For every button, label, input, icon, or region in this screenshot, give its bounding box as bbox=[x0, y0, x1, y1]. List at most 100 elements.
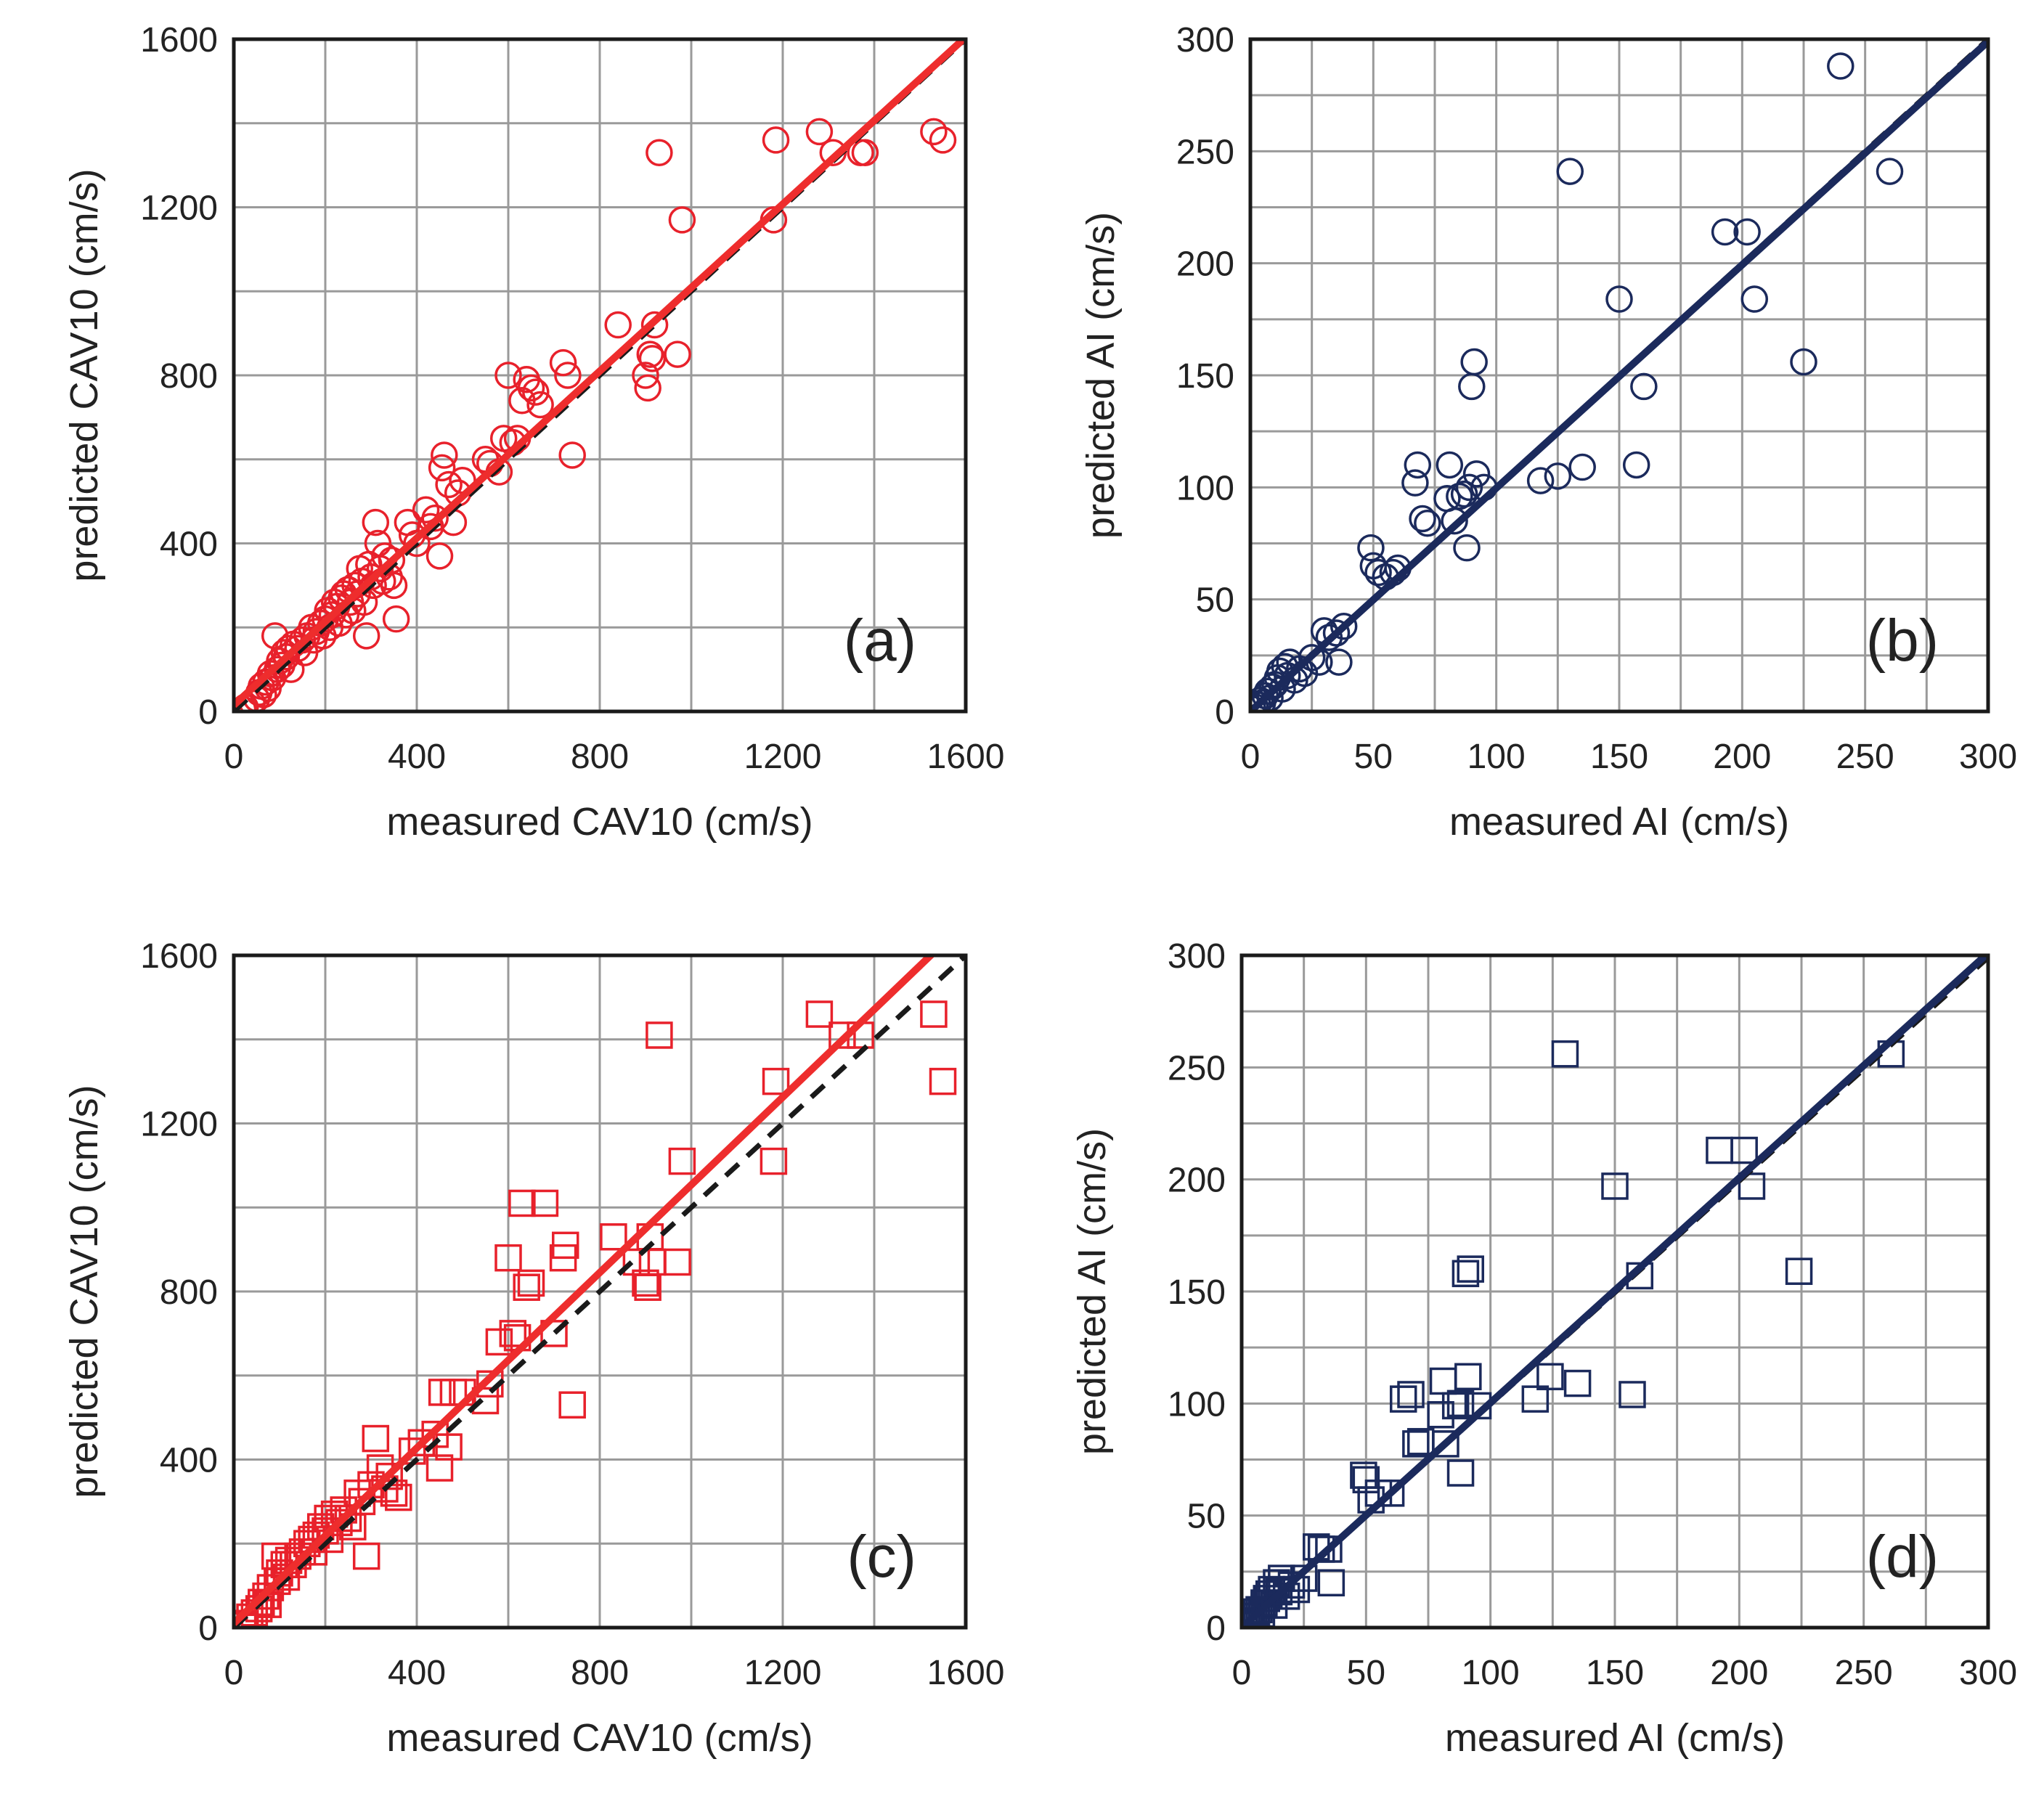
data-point bbox=[805, 118, 834, 146]
data-point bbox=[421, 505, 449, 532]
y-tick-label: 400 bbox=[160, 526, 218, 564]
data-point bbox=[508, 1189, 536, 1217]
data-point bbox=[1298, 644, 1326, 672]
data-point bbox=[1357, 534, 1385, 562]
data-point bbox=[1563, 1369, 1592, 1397]
x-tick-label: 1200 bbox=[744, 1654, 822, 1692]
y-tick-label: 150 bbox=[1168, 1273, 1226, 1312]
data-point bbox=[1409, 505, 1436, 533]
y-tick-label: 300 bbox=[1168, 937, 1226, 976]
data-point bbox=[646, 139, 673, 167]
y-tick-label: 0 bbox=[198, 1609, 218, 1648]
data-point bbox=[380, 571, 408, 600]
data-point bbox=[632, 362, 659, 389]
plot-frame bbox=[232, 37, 968, 714]
data-point bbox=[600, 1223, 627, 1251]
data-point bbox=[1397, 1381, 1425, 1408]
data-point bbox=[362, 1424, 390, 1453]
data-point bbox=[1827, 52, 1854, 80]
x-tick-label: 250 bbox=[1835, 1654, 1893, 1692]
data-point bbox=[412, 496, 440, 523]
panel-label: (c) bbox=[847, 1524, 916, 1590]
y-tick-label: 50 bbox=[1196, 581, 1234, 620]
data-point bbox=[526, 391, 554, 419]
panel-label: (a) bbox=[844, 608, 916, 674]
y-tick-label: 250 bbox=[1176, 133, 1234, 171]
data-point bbox=[1330, 612, 1358, 640]
y-tick-label: 800 bbox=[160, 357, 218, 396]
data-point bbox=[1401, 469, 1429, 497]
data-point bbox=[1544, 462, 1572, 490]
data-point bbox=[1436, 451, 1464, 479]
data-point bbox=[762, 1067, 790, 1095]
y-tick-label: 400 bbox=[160, 1442, 218, 1480]
data-point bbox=[403, 529, 431, 558]
plot-content bbox=[234, 39, 966, 711]
data-point bbox=[435, 1433, 463, 1461]
data-point bbox=[1453, 534, 1481, 562]
data-point bbox=[554, 362, 582, 389]
x-tick-label: 400 bbox=[388, 1654, 446, 1692]
data-point bbox=[668, 206, 696, 234]
data-point bbox=[668, 1147, 696, 1175]
data-point bbox=[485, 1328, 513, 1356]
data-point bbox=[1730, 1136, 1758, 1164]
y-tick-label: 200 bbox=[1176, 245, 1234, 284]
data-point bbox=[494, 362, 522, 389]
data-point bbox=[431, 441, 458, 469]
y-tick-label: 0 bbox=[1206, 1609, 1226, 1648]
y-tick-label: 1200 bbox=[140, 1106, 218, 1144]
x-tick-label: 1600 bbox=[927, 738, 1005, 776]
x-axis-title: measured AI (cm/s) bbox=[1445, 1716, 1785, 1760]
data-point bbox=[1556, 158, 1584, 185]
data-point bbox=[494, 1244, 522, 1272]
data-point bbox=[375, 1462, 403, 1490]
y-tick-label: 800 bbox=[160, 1273, 218, 1312]
plot-frame bbox=[232, 953, 968, 1630]
data-point bbox=[352, 622, 380, 650]
data-point bbox=[499, 1320, 527, 1347]
data-point bbox=[805, 1000, 834, 1028]
data-point bbox=[362, 508, 390, 536]
data-point bbox=[382, 605, 410, 633]
data-point bbox=[522, 378, 550, 406]
data-point bbox=[1605, 285, 1633, 313]
data-point bbox=[1462, 460, 1491, 488]
data-point bbox=[248, 1588, 275, 1617]
x-tick-label: 0 bbox=[1232, 1654, 1252, 1692]
y-tick-label: 50 bbox=[1187, 1498, 1226, 1536]
data-point bbox=[426, 1454, 454, 1482]
chart-panel-d: 0 50 100 150 200 250 300 0 50 100 150 200 250 300 meas… bbox=[1070, 937, 2017, 1760]
x-axis-title: measured AI (cm/s) bbox=[1449, 800, 1789, 844]
data-point bbox=[1455, 473, 1483, 502]
x-tick-label: 0 bbox=[224, 738, 244, 776]
y-axis-title: predicted CAV10 (cm/s) bbox=[62, 168, 106, 581]
data-point bbox=[1315, 1535, 1343, 1563]
data-point bbox=[929, 126, 957, 154]
y-tick-label: 1600 bbox=[140, 937, 218, 976]
y-tick-label: 200 bbox=[1168, 1162, 1226, 1200]
data-point bbox=[385, 1483, 412, 1511]
panel-label: (b) bbox=[1866, 608, 1939, 674]
data-point bbox=[1551, 1040, 1579, 1068]
data-point bbox=[1432, 1430, 1459, 1458]
y-tick-label: 0 bbox=[1215, 693, 1234, 732]
y-axis-title: predicted CAV10 (cm/s) bbox=[62, 1085, 106, 1498]
x-tick-label: 0 bbox=[224, 1654, 244, 1692]
x-tick-label: 200 bbox=[1713, 738, 1771, 776]
data-point bbox=[1364, 558, 1392, 587]
x-tick-label: 250 bbox=[1836, 738, 1894, 776]
x-tick-label: 150 bbox=[1586, 1654, 1644, 1692]
x-tick-label: 150 bbox=[1590, 738, 1648, 776]
data-point bbox=[664, 1248, 691, 1276]
regression-line bbox=[1250, 39, 1988, 711]
y-tick-label: 250 bbox=[1168, 1049, 1226, 1087]
data-point bbox=[664, 340, 691, 368]
data-point bbox=[1521, 1385, 1550, 1413]
data-point bbox=[1457, 1255, 1485, 1283]
data-point bbox=[1441, 1392, 1470, 1420]
data-point bbox=[762, 126, 790, 154]
data-point bbox=[1322, 619, 1351, 647]
data-point bbox=[632, 1269, 659, 1297]
